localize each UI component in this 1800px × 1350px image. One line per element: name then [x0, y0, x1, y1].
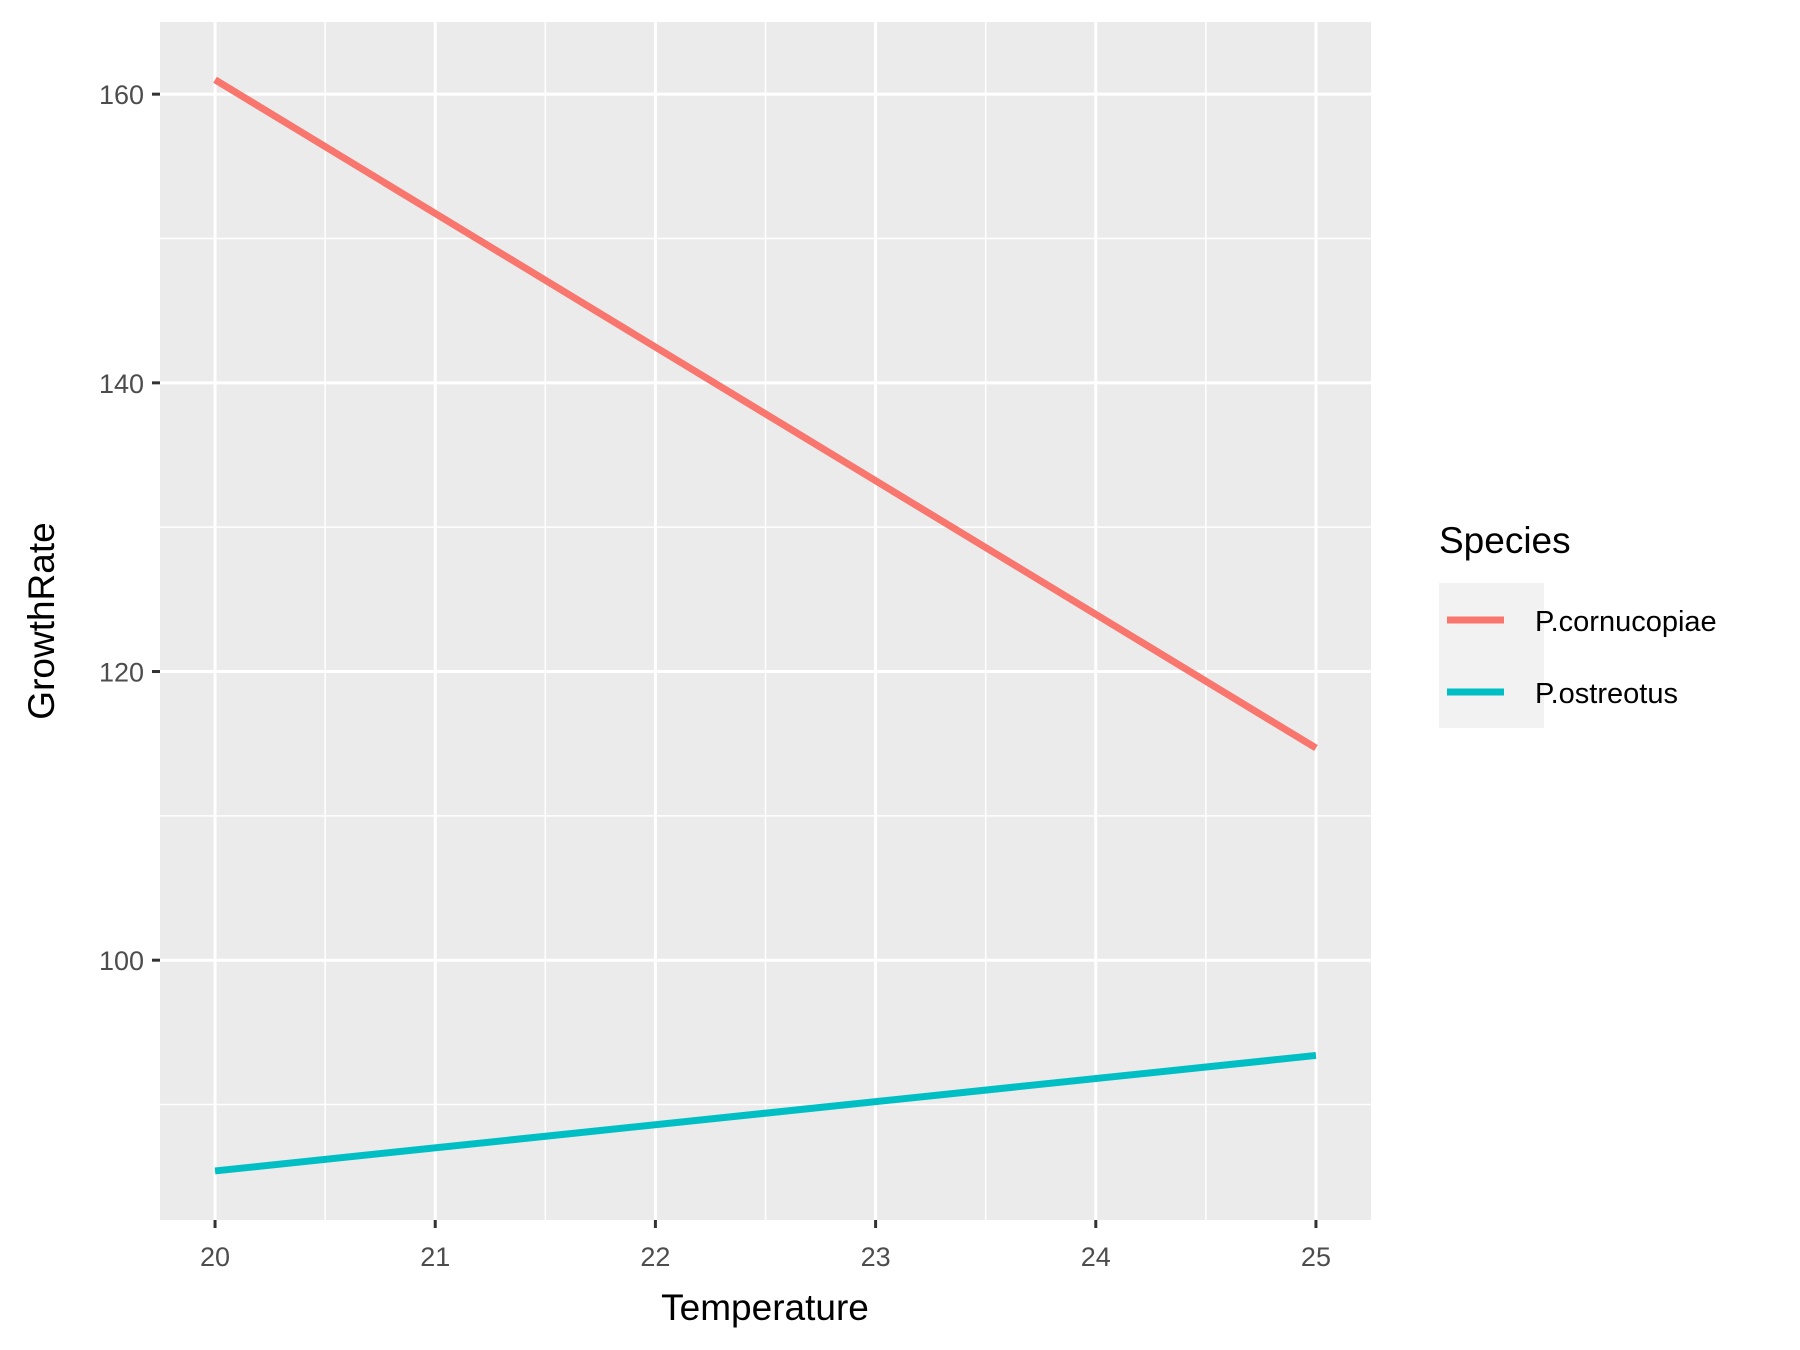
- x-tick-label: 22: [640, 1242, 670, 1272]
- x-tick-label: 20: [200, 1242, 230, 1272]
- x-tick-label: 25: [1301, 1242, 1331, 1272]
- y-tick-label: 140: [99, 369, 144, 399]
- x-axis: 20 21 22 23 24 25: [200, 1220, 1331, 1272]
- minor-gridlines: [160, 22, 1371, 1220]
- x-axis-title: Temperature: [661, 1287, 869, 1328]
- major-gridlines: [160, 22, 1371, 1220]
- legend: Species P.cornucopiae P.ostreotus: [1439, 520, 1717, 728]
- y-axis-title: GrowthRate: [21, 522, 62, 719]
- y-tick-label: 120: [99, 658, 144, 688]
- series-line-1: [214, 1051, 1317, 1175]
- y-tick-label: 160: [99, 80, 144, 110]
- y-tick-label: 100: [99, 946, 144, 976]
- legend-label-p-cornucopiae: P.cornucopiae: [1535, 606, 1717, 638]
- y-axis: 100 120 140 160: [99, 80, 160, 976]
- x-tick-label: 21: [420, 1242, 450, 1272]
- x-tick-label: 24: [1081, 1242, 1111, 1272]
- legend-label-p-ostreotus: P.ostreotus: [1535, 678, 1678, 710]
- series-lines: [213, 76, 1318, 1175]
- legend-key-background: [1439, 583, 1544, 728]
- x-tick-label: 23: [861, 1242, 891, 1272]
- legend-title: Species: [1439, 520, 1571, 561]
- series-line-0: [213, 76, 1318, 752]
